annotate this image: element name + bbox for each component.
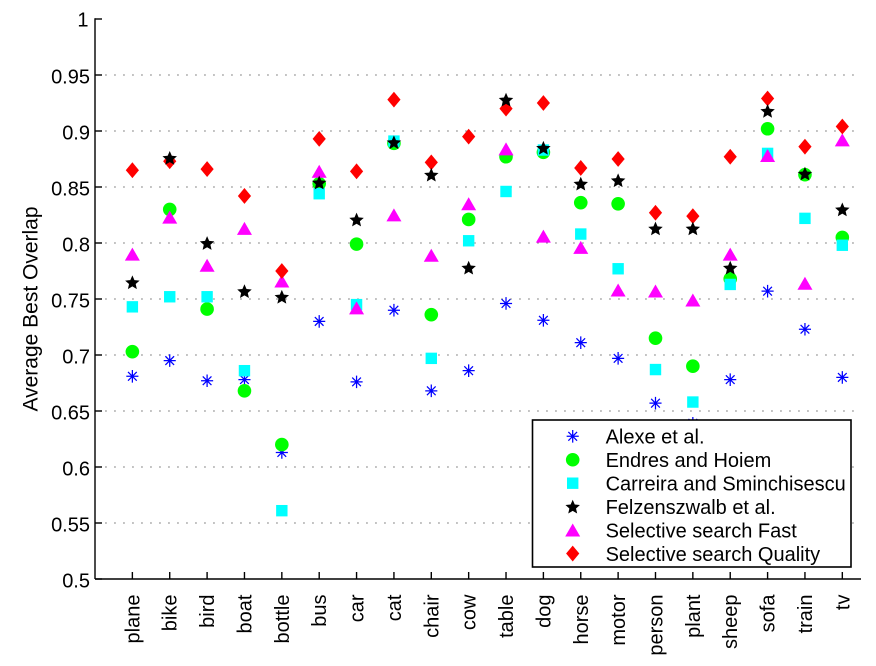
svg-text:cat: cat — [384, 594, 406, 621]
svg-text:1: 1 — [77, 10, 88, 32]
svg-text:boat: boat — [234, 594, 256, 633]
svg-text:sofa: sofa — [758, 594, 780, 633]
svg-text:0.8: 0.8 — [62, 235, 90, 257]
svg-text:0.7: 0.7 — [62, 347, 90, 369]
svg-text:car: car — [347, 594, 369, 622]
svg-text:plant: plant — [683, 594, 705, 638]
svg-text:dog: dog — [533, 595, 555, 628]
svg-text:train: train — [795, 595, 817, 634]
svg-text:0.75: 0.75 — [51, 291, 90, 313]
svg-text:horse: horse — [571, 595, 593, 645]
svg-text:0.5: 0.5 — [62, 571, 90, 593]
svg-text:0.95: 0.95 — [51, 67, 90, 89]
svg-text:sheep: sheep — [720, 595, 742, 650]
svg-text:motor: motor — [608, 594, 630, 645]
svg-text:table: table — [496, 595, 518, 638]
svg-text:bottle: bottle — [272, 595, 294, 644]
svg-text:Felzenszwalb et al.: Felzenszwalb et al. — [606, 497, 776, 519]
svg-text:plane: plane — [122, 595, 144, 644]
svg-text:0.6: 0.6 — [62, 459, 90, 481]
svg-text:Alexe et al.: Alexe et al. — [606, 427, 705, 449]
svg-text:cow: cow — [459, 594, 481, 630]
svg-text:person: person — [645, 595, 667, 656]
svg-text:0.65: 0.65 — [51, 403, 90, 425]
svg-text:bird: bird — [197, 595, 219, 628]
svg-text:0.9: 0.9 — [62, 123, 90, 145]
svg-text:0.85: 0.85 — [51, 179, 90, 201]
svg-text:tv: tv — [832, 595, 854, 611]
svg-text:bus: bus — [309, 595, 331, 627]
svg-text:0.55: 0.55 — [51, 515, 90, 537]
svg-text:chair: chair — [421, 594, 443, 638]
svg-text:bike: bike — [160, 595, 182, 632]
svg-text:Selective search Quality: Selective search Quality — [606, 544, 821, 566]
svg-text:Endres and Hoiem: Endres and Hoiem — [606, 450, 772, 472]
svg-text:Average Best Overlap: Average Best Overlap — [20, 206, 43, 411]
svg-text:Carreira and Sminchisescu: Carreira and Sminchisescu — [606, 473, 846, 495]
svg-text:Selective search Fast: Selective search Fast — [606, 520, 798, 542]
